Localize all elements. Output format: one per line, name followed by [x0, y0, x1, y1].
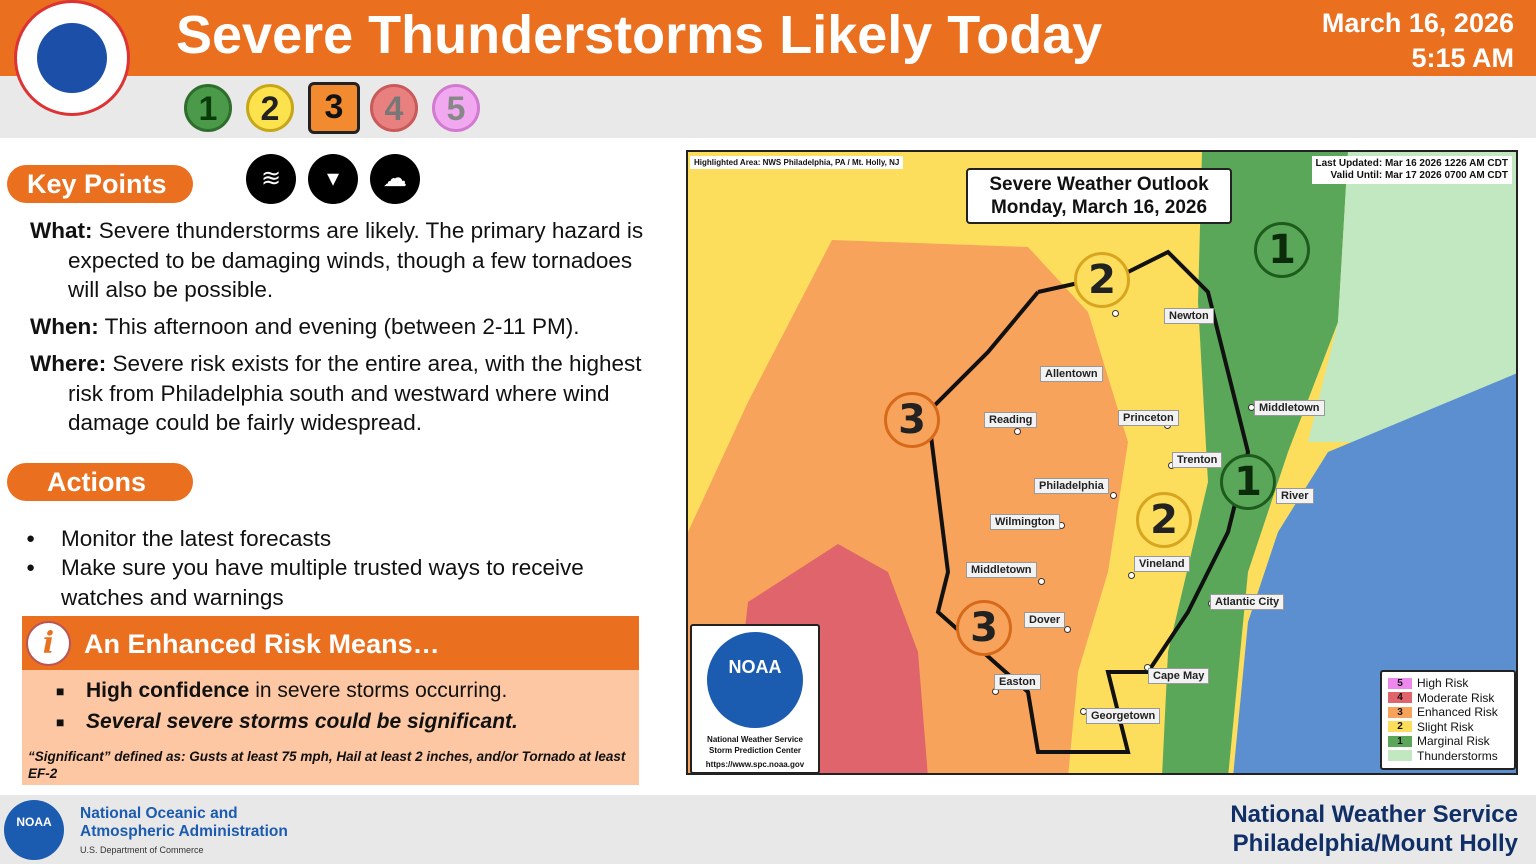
city-label: Vineland — [1134, 556, 1190, 572]
page-title: Severe Thunderstorms Likely Today — [176, 5, 1103, 65]
noaa-logo: NOAA — [707, 632, 803, 728]
legend-label: Slight Risk — [1417, 719, 1474, 734]
where-point: Where: Severe risk exists for the entire… — [30, 351, 642, 435]
city-label: Middletown — [1254, 400, 1325, 416]
legend-item: 2 Slight Risk — [1388, 720, 1508, 735]
city-marker — [1144, 664, 1151, 671]
tornado-icon: ▾ — [308, 154, 358, 204]
city-label: Philadelphia — [1034, 478, 1109, 494]
enhanced-risk-title: An Enhanced Risk Means… — [22, 616, 639, 670]
legend-label: Enhanced Risk — [1417, 705, 1498, 719]
city-label: Wilmington — [990, 514, 1060, 530]
city-marker — [1014, 428, 1021, 435]
legend-label: Thunderstorms — [1417, 748, 1498, 763]
legend-item: 4 Moderate Risk — [1388, 691, 1508, 706]
city-label: Newton — [1164, 308, 1214, 324]
city-label: Easton — [994, 674, 1041, 690]
hail-icon: ☁ — [370, 154, 420, 204]
header-bar — [0, 0, 1536, 76]
legend-item: 5 High Risk — [1388, 676, 1508, 691]
risk-marker-2: 2 — [1136, 492, 1192, 548]
city-label: Georgetown — [1086, 708, 1161, 724]
risk-marker-3: 3 — [884, 392, 940, 448]
map-legend: 5 High Risk 4 Moderate Risk 3 Enhanced Risk 2 S… — [1380, 670, 1516, 770]
legend-swatch: 1 — [1388, 735, 1412, 747]
map-title: Severe Weather Outlook Monday, March 16, … — [966, 168, 1232, 224]
nws-logo — [14, 0, 130, 116]
issue-time: 5:15 AM — [1411, 43, 1514, 73]
risk-marker-1: 1 — [1220, 454, 1276, 510]
city-label: Trenton — [1172, 452, 1223, 468]
when-point: When: This afternoon and evening (betwee… — [30, 314, 580, 339]
key-points-heading: Key Points — [7, 165, 193, 203]
lightning-bird-icon — [37, 23, 107, 93]
legend-swatch: 2 — [1388, 721, 1412, 733]
city-label: Allentown — [1040, 366, 1103, 382]
risk-marker-1: 1 — [1254, 222, 1310, 278]
enhanced-bullet: Several severe storms could be significa… — [56, 710, 518, 734]
thunderstorm-area — [1308, 152, 1516, 442]
city-label: Atlantic City — [1210, 594, 1285, 610]
spc-link[interactable]: https://www.spc.noaa.gov — [705, 760, 805, 769]
risk-level-5: 5 — [432, 84, 480, 132]
noaa-footer-logo: NOAA — [4, 800, 64, 860]
issue-date: March 16, 2026 — [1321, 8, 1514, 38]
wind-icon: ≋ — [246, 154, 296, 204]
city-label: Dover — [1024, 612, 1066, 628]
legend-swatch: 4 — [1388, 692, 1412, 704]
city-marker — [1064, 626, 1071, 633]
legend-item: Thunderstorms — [1388, 749, 1508, 764]
risk-level-3: 3 — [308, 82, 360, 134]
legend-label: Moderate Risk — [1417, 690, 1495, 705]
legend-swatch: 5 — [1388, 677, 1412, 689]
cwa-boundary — [925, 249, 1251, 754]
enhanced-bullet: High confidence in severe storms occurri… — [56, 679, 507, 703]
city-marker — [1110, 492, 1117, 499]
enhanced-risk-box: An Enhanced Risk Means… i High confidenc… — [22, 616, 639, 785]
action-item: Make sure you have multiple trusted ways… — [26, 553, 586, 612]
highlighted-area: Highlighted Area: NWS Philadelphia, PA /… — [690, 156, 904, 169]
city-label: Reading — [984, 412, 1038, 428]
city-label: Princeton — [1118, 410, 1179, 426]
risk-level-1: 1 — [184, 84, 232, 132]
risk-marker-2: 2 — [1074, 252, 1130, 308]
legend-swatch: 3 — [1388, 706, 1412, 718]
legend-label: Marginal Risk — [1417, 734, 1490, 748]
legend-swatch — [1388, 750, 1412, 762]
office-name: National Weather Service Philadelphia/Mou… — [1230, 801, 1518, 857]
noaa-name: National Oceanic and Atmospheric Administ… — [80, 805, 288, 855]
info-icon: i — [26, 621, 71, 666]
city-label: River — [1276, 488, 1314, 504]
city-label: Middletown — [966, 562, 1037, 578]
risk-marker-3: 3 — [956, 600, 1012, 656]
actions-heading: Actions — [7, 463, 193, 501]
risk-level-2: 2 — [246, 84, 294, 132]
spc-credit: NOAA National Weather Service Storm Predi… — [690, 624, 820, 773]
action-item: Monitor the latest forecasts — [26, 524, 626, 554]
legend-item: 1 Marginal Risk — [1388, 734, 1508, 749]
legend-label: High Risk — [1417, 676, 1469, 690]
risk-level-4: 4 — [370, 84, 418, 132]
city-marker — [1038, 578, 1045, 585]
what-point: What: Severe thunderstorms are likely. T… — [30, 218, 644, 302]
city-marker — [1128, 572, 1135, 579]
outlook-map: Highlighted Area: NWS Philadelphia, PA /… — [686, 150, 1518, 775]
significant-definition: “Significant” defined as: Gusts at least… — [28, 749, 626, 781]
issue-datetime: March 16, 2026 5:15 AM — [1322, 6, 1514, 76]
map-validity: Last Updated: Mar 16 2026 1226 AM CDT Val… — [1311, 156, 1512, 184]
city-label: Cape May — [1148, 668, 1210, 684]
city-marker — [1112, 310, 1119, 317]
footer — [0, 795, 1536, 864]
legend-item: 3 Enhanced Risk — [1388, 705, 1508, 720]
